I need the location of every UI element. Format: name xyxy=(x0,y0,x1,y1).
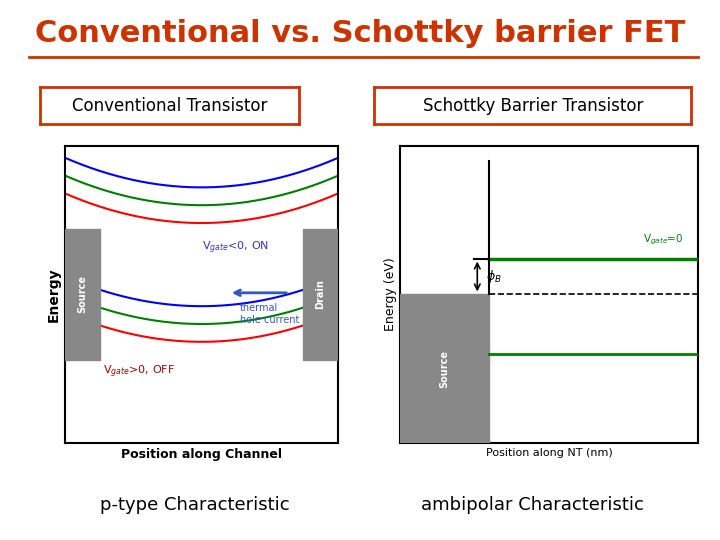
Bar xyxy=(400,294,490,443)
Text: Conventional vs. Schottky barrier FET: Conventional vs. Schottky barrier FET xyxy=(35,19,685,48)
Text: thermal
hole current: thermal hole current xyxy=(240,303,300,325)
Text: p-type Characteristic: p-type Characteristic xyxy=(99,496,289,514)
Text: V$_{gate}$>0, OFF: V$_{gate}$>0, OFF xyxy=(103,363,175,380)
Y-axis label: Energy: Energy xyxy=(47,267,60,322)
Text: ambipolar Characteristic: ambipolar Characteristic xyxy=(421,496,644,514)
Text: V$_{gate}$=0: V$_{gate}$=0 xyxy=(643,232,683,247)
Text: Schottky Barrier Transistor: Schottky Barrier Transistor xyxy=(423,97,643,115)
X-axis label: Position along Channel: Position along Channel xyxy=(121,448,282,461)
Text: $\phi_B$: $\phi_B$ xyxy=(486,268,502,285)
Text: Source: Source xyxy=(439,349,449,388)
X-axis label: Position along NT (nm): Position along NT (nm) xyxy=(485,448,613,458)
Y-axis label: Energy (eV): Energy (eV) xyxy=(384,258,397,331)
Bar xyxy=(65,229,100,360)
Bar xyxy=(303,229,338,360)
Text: Conventional Transistor: Conventional Transistor xyxy=(71,97,267,115)
Text: Drain: Drain xyxy=(315,279,325,309)
Text: V$_{gate}$<0, ON: V$_{gate}$<0, ON xyxy=(202,240,269,256)
Text: Source: Source xyxy=(78,275,88,313)
